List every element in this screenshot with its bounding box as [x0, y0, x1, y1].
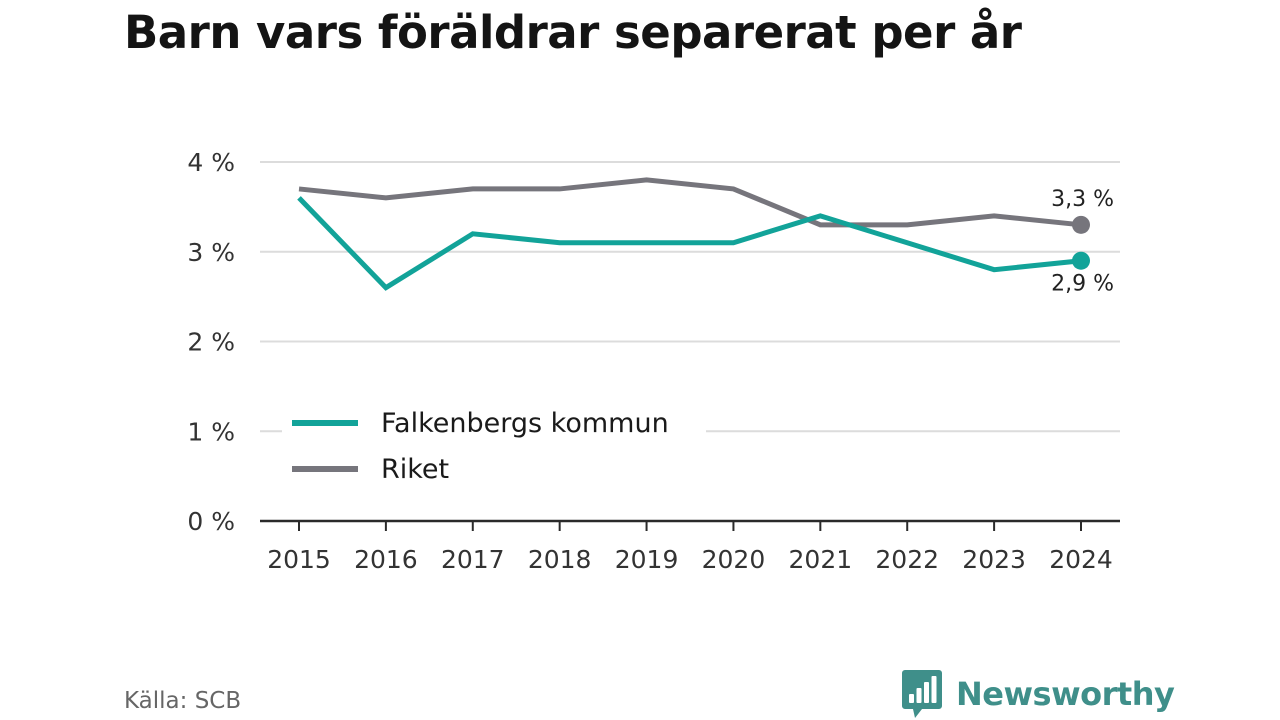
series-line [298, 177, 1082, 228]
end-point-marker [1072, 215, 1090, 234]
end-point-marker [1072, 251, 1090, 270]
legend-label: Riket [381, 454, 449, 485]
legend-background [282, 398, 706, 496]
brand-logo: Newsworthy [902, 670, 1175, 718]
gridlines [260, 161, 1120, 433]
brand-name: Newsworthy [956, 675, 1175, 713]
end-value-label: 2,9 % [1051, 272, 1114, 297]
y-tick-label: 0 % [187, 507, 235, 536]
x-tick-label: 2023 [962, 545, 1026, 574]
y-tick-label: 2 % [187, 328, 235, 357]
end-labels: 2,9 % 3,3 % [1051, 187, 1114, 297]
series-lines [297, 177, 1090, 291]
bar-chart-icon [902, 670, 942, 718]
x-tick-label: 2024 [1049, 545, 1113, 574]
y-tick-label: 1 % [187, 417, 235, 446]
chart-title: Barn vars föräldrar separerat per år [124, 6, 1022, 59]
x-tick-label: 2022 [875, 545, 939, 574]
legend-label: Falkenbergs kommun [381, 408, 669, 439]
x-tick-label: 2018 [528, 545, 592, 574]
series-line [297, 196, 1082, 291]
x-tick-label: 2015 [267, 545, 331, 574]
legend: Falkenbergs kommun Riket [282, 398, 706, 496]
source-note: Källa: SCB [124, 688, 242, 714]
end-value-label: 3,3 % [1051, 187, 1114, 212]
x-tick-label: 2017 [441, 545, 505, 574]
y-axis-ticks: 0 % 1 % 2 % 3 % 4 % [187, 148, 235, 536]
x-tick-label: 2019 [615, 545, 679, 574]
x-tick-label: 2020 [702, 545, 766, 574]
x-tick-label: 2021 [789, 545, 853, 574]
y-tick-label: 3 % [187, 238, 235, 267]
y-tick-label: 4 % [187, 148, 235, 177]
x-tick-label: 2016 [354, 545, 418, 574]
x-axis-ticks: 2015 2016 2017 2018 2019 2020 2021 2022 2023 2024 [267, 521, 1113, 574]
